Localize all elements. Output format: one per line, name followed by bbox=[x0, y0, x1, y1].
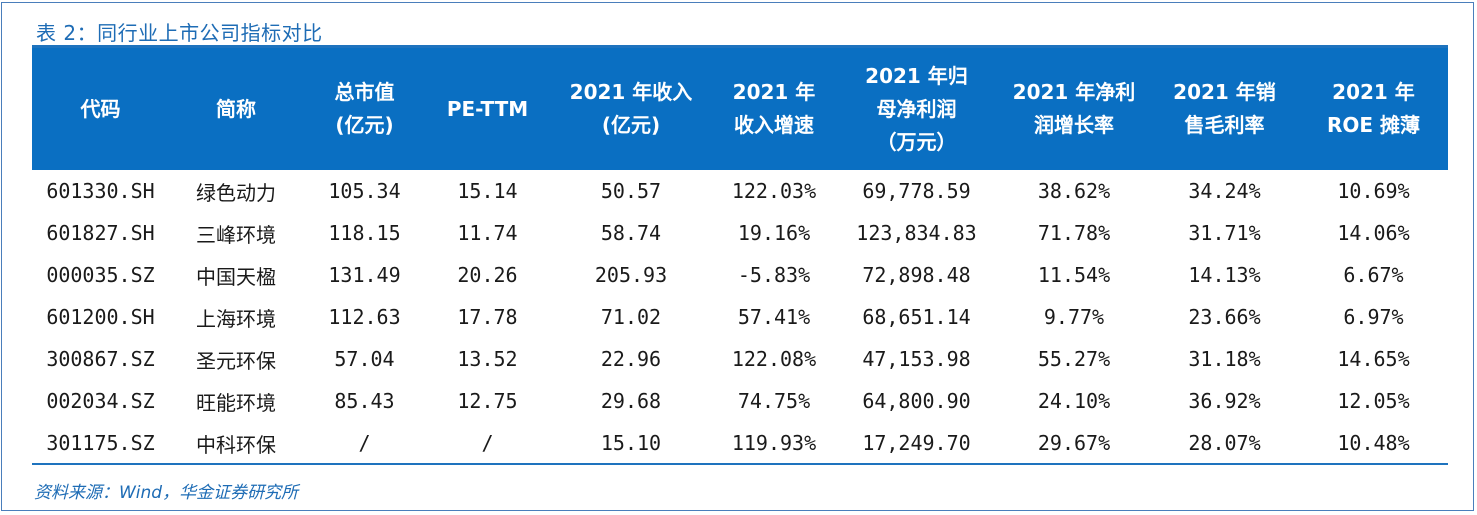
table-top-rule bbox=[32, 45, 1448, 48]
cell-short-name: 上海环境 bbox=[196, 306, 276, 331]
cell-gross-margin: 36.92% bbox=[1188, 389, 1261, 413]
table-body: 601330.SH 绿色动力 105.34 15.14 50.57 122.03% 69,7… bbox=[32, 170, 1448, 464]
cell-revenue-growth: 122.08% bbox=[731, 347, 817, 371]
header-market-cap: 总市值 (亿元) bbox=[334, 80, 395, 137]
cell-market-cap: / bbox=[358, 431, 371, 455]
cell-revenue-growth: -5.83% bbox=[737, 263, 811, 287]
cell-net-profit-growth: 29.67% bbox=[1037, 431, 1111, 455]
cell-revenue-growth: 74.75% bbox=[737, 389, 811, 413]
cell-short-name: 中国天楹 bbox=[196, 264, 276, 289]
cell-net-profit: 17,249.70 bbox=[862, 431, 971, 455]
header-net-profit-growth-2021: 2021 年净利 润增长率 bbox=[1012, 80, 1136, 137]
cell-roe-diluted: 14.06% bbox=[1337, 221, 1410, 245]
cell-pe-ttm: 15.14 bbox=[457, 179, 518, 203]
cell-market-cap: 57.04 bbox=[334, 347, 395, 371]
cell-net-profit: 64,800.90 bbox=[862, 389, 971, 413]
cell-code: 601330.SH bbox=[46, 179, 155, 203]
cell-net-profit-growth: 71.78% bbox=[1037, 221, 1111, 245]
cell-roe-diluted: 6.67% bbox=[1343, 263, 1404, 287]
cell-market-cap: 112.63 bbox=[328, 305, 401, 329]
cell-code: 601200.SH bbox=[46, 305, 155, 329]
cell-code: 301175.SZ bbox=[46, 431, 155, 455]
cell-net-profit-growth: 55.27% bbox=[1037, 347, 1111, 371]
cell-short-name: 中科环保 bbox=[196, 432, 276, 457]
cell-pe-ttm: 20.26 bbox=[457, 263, 518, 287]
cell-net-profit: 69,778.59 bbox=[862, 179, 971, 203]
cell-net-profit-growth: 11.54% bbox=[1037, 263, 1111, 287]
header-short-name: 简称 bbox=[216, 96, 256, 121]
cell-market-cap: 105.34 bbox=[328, 179, 401, 203]
cell-short-name: 旺能环境 bbox=[196, 390, 276, 415]
cell-code: 002034.SZ bbox=[46, 389, 155, 413]
cell-roe-diluted: 10.48% bbox=[1337, 431, 1410, 455]
table-row: 601827.SH 三峰环境 118.15 11.74 58.74 19.16% 123,8… bbox=[32, 212, 1448, 254]
cell-gross-margin: 31.71% bbox=[1188, 221, 1261, 245]
cell-net-profit: 123,834.83 bbox=[856, 221, 977, 245]
header-revenue-growth-2021: 2021 年 收入增速 bbox=[732, 80, 816, 137]
cell-gross-margin: 23.66% bbox=[1188, 305, 1261, 329]
table-caption: 表 2：同行业上市公司指标对比 bbox=[36, 21, 323, 45]
cell-pe-ttm: / bbox=[481, 431, 494, 455]
cell-market-cap: 131.49 bbox=[328, 263, 401, 287]
cell-gross-margin: 34.24% bbox=[1188, 179, 1261, 203]
cell-gross-margin: 14.13% bbox=[1188, 263, 1261, 287]
cell-net-profit-growth: 9.77% bbox=[1043, 305, 1105, 329]
cell-revenue-growth: 57.41% bbox=[737, 305, 811, 329]
cell-revenue-growth: 122.03% bbox=[731, 179, 817, 203]
table-row: 002034.SZ 旺能环境 85.43 12.75 29.68 74.75% 64,800… bbox=[32, 380, 1448, 422]
table-header-row: 代码 简称 总市值 (亿元) PE-TTM 2021 年收入 (亿元) 2021… bbox=[32, 48, 1448, 170]
header-code: 代码 bbox=[80, 96, 121, 121]
table-row: 601330.SH 绿色动力 105.34 15.14 50.57 122.03% 69,7… bbox=[32, 170, 1448, 212]
table-row: 300867.SZ 圣元环保 57.04 13.52 22.96 122.08% 47,15… bbox=[32, 338, 1448, 380]
cell-pe-ttm: 12.75 bbox=[457, 389, 518, 413]
cell-gross-margin: 28.07% bbox=[1188, 431, 1261, 455]
cell-revenue-growth: 119.93% bbox=[731, 431, 817, 455]
cell-short-name: 绿色动力 bbox=[196, 180, 276, 205]
cell-pe-ttm: 17.78 bbox=[457, 305, 518, 329]
cell-pe-ttm: 13.52 bbox=[457, 347, 518, 371]
cell-pe-ttm: 11.74 bbox=[457, 221, 518, 245]
cell-revenue: 15.10 bbox=[600, 431, 662, 455]
cell-code: 300867.SZ bbox=[46, 347, 155, 371]
cell-roe-diluted: 12.05% bbox=[1337, 389, 1410, 413]
cell-net-profit: 47,153.98 bbox=[862, 347, 971, 371]
comparison-table: 代码 简称 总市值 (亿元) PE-TTM 2021 年收入 (亿元) 2021… bbox=[32, 48, 1448, 464]
cell-revenue-growth: 19.16% bbox=[737, 221, 811, 245]
cell-gross-margin: 31.18% bbox=[1188, 347, 1261, 371]
cell-market-cap: 85.43 bbox=[334, 389, 395, 413]
header-revenue-2021: 2021 年收入 (亿元) bbox=[569, 80, 693, 137]
cell-code: 601827.SH bbox=[46, 221, 155, 245]
header-pe-ttm: PE-TTM bbox=[446, 96, 529, 121]
cell-net-profit: 68,651.14 bbox=[862, 305, 971, 329]
cell-revenue: 29.68 bbox=[600, 389, 662, 413]
table-bottom-rule bbox=[32, 463, 1448, 465]
cell-revenue: 58.74 bbox=[600, 221, 662, 245]
cell-code: 000035.SZ bbox=[46, 263, 155, 287]
cell-revenue: 50.57 bbox=[600, 179, 662, 203]
source-note: 资料来源：Wind，华金证券研究所 bbox=[34, 483, 299, 503]
cell-roe-diluted: 14.65% bbox=[1337, 347, 1410, 371]
cell-market-cap: 118.15 bbox=[328, 221, 401, 245]
cell-revenue: 71.02 bbox=[600, 305, 662, 329]
cell-short-name: 圣元环保 bbox=[196, 348, 276, 373]
cell-net-profit-growth: 24.10% bbox=[1037, 389, 1111, 413]
cell-net-profit: 72,898.48 bbox=[862, 263, 971, 287]
header-gross-margin-2021: 2021 年销 售毛利率 bbox=[1173, 80, 1276, 137]
cell-revenue: 205.93 bbox=[594, 263, 668, 287]
table-row: 601200.SH 上海环境 112.63 17.78 71.02 57.41% 68,65… bbox=[32, 296, 1448, 338]
header-roe-diluted-2021: 2021 年 ROE 摊薄 bbox=[1326, 80, 1421, 137]
cell-short-name: 三峰环境 bbox=[196, 222, 276, 247]
cell-net-profit-growth: 38.62% bbox=[1037, 179, 1111, 203]
table-row: 000035.SZ 中国天楹 131.49 20.26 205.93 -5.83% 72,8… bbox=[32, 254, 1448, 296]
header-net-profit-2021: 2021 年归 母净利润 （万元） bbox=[865, 63, 968, 154]
table-row: 301175.SZ 中科环保 / / 15.10 119.93% 17,249.70 29.6… bbox=[32, 422, 1448, 464]
cell-revenue: 22.96 bbox=[600, 347, 662, 371]
cell-roe-diluted: 6.97% bbox=[1343, 305, 1404, 329]
cell-roe-diluted: 10.69% bbox=[1337, 179, 1410, 203]
